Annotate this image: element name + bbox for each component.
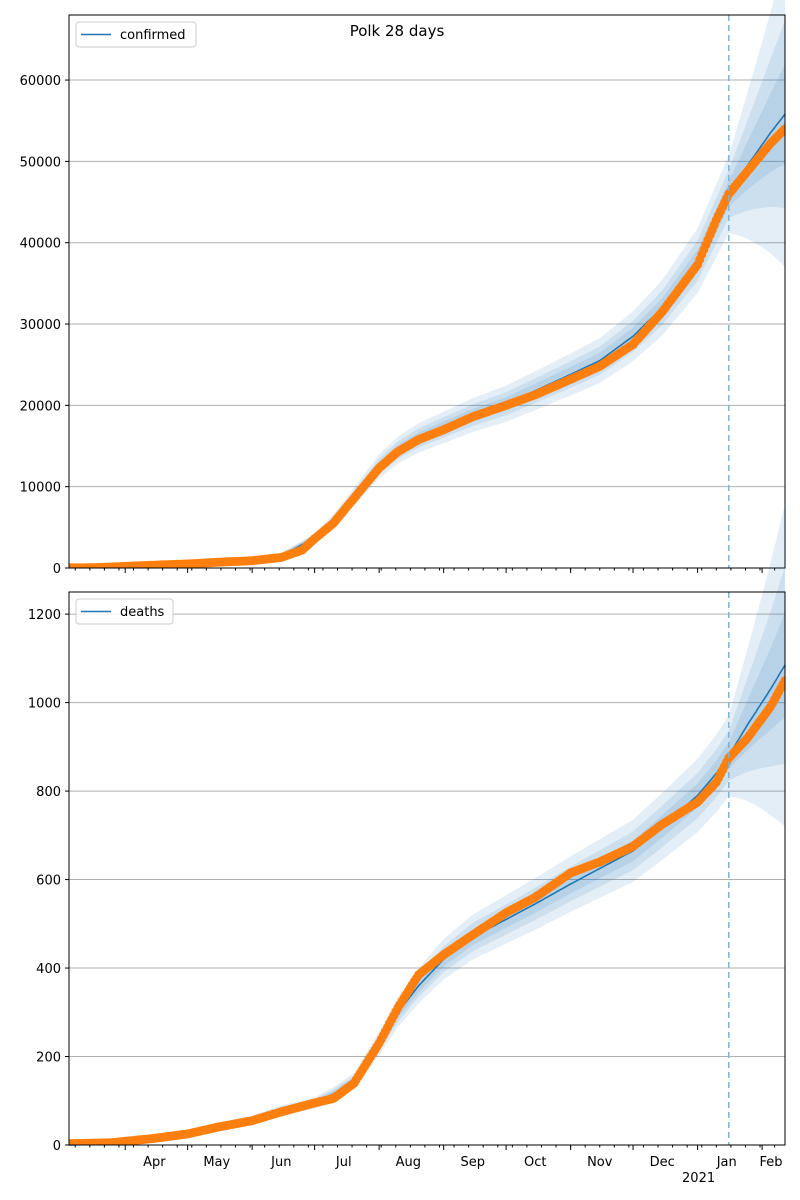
x-tick-label: Jun xyxy=(270,1155,291,1170)
figure-title: Polk 28 days xyxy=(350,22,445,40)
x-tick-label: Jul xyxy=(335,1155,352,1170)
observed-point xyxy=(780,124,785,134)
y-tick-label: 600 xyxy=(36,874,61,889)
y-tick-label: 400 xyxy=(36,962,61,977)
deaths-panel: 0 200 400 600 800 1000 1200 deaths xyxy=(28,503,786,1154)
y-tick-label: 1000 xyxy=(28,697,61,712)
legend-box xyxy=(75,598,174,625)
y-tick-label: 20000 xyxy=(20,399,61,414)
x-tick-label: May xyxy=(203,1155,230,1170)
legend-box xyxy=(75,21,197,48)
y-tick-label: 0 xyxy=(53,562,61,577)
x-tick-label: Dec xyxy=(650,1155,675,1170)
model-line-confirmed xyxy=(68,113,786,569)
legend-label: deaths xyxy=(120,605,165,620)
y-tick-label: 0 xyxy=(53,1139,61,1154)
y-tick-label: 800 xyxy=(36,785,61,800)
legend: deaths xyxy=(75,598,174,625)
x-tick-label: Jan xyxy=(716,1155,737,1170)
model-line-deaths xyxy=(68,664,786,1146)
x-tick-label: Feb xyxy=(759,1155,782,1170)
plot-frame xyxy=(68,591,786,1146)
x-year-label: 2021 xyxy=(682,1171,715,1186)
y-tick-label: 30000 xyxy=(20,318,61,333)
x-tick-label: Oct xyxy=(524,1155,546,1170)
x-tick-label: Nov xyxy=(587,1155,613,1170)
x-tick-label: Sep xyxy=(461,1155,486,1170)
observed-point xyxy=(780,676,785,685)
uncertainty-band xyxy=(69,566,785,1145)
x-tick-label: Aug xyxy=(396,1155,421,1170)
y-tick-label: 200 xyxy=(36,1051,61,1066)
uncertainty-band xyxy=(69,503,785,1146)
y-tick-label: 50000 xyxy=(20,155,61,170)
x-axis: Apr May Jun Jul Aug Sep Oct Nov Dec Jan Feb 2021 xyxy=(143,1155,782,1186)
y-tick-label: 60000 xyxy=(20,74,61,89)
uncertainty-band xyxy=(69,612,785,1145)
plot-frame xyxy=(68,14,786,569)
y-tick-label: 40000 xyxy=(20,237,61,252)
y-tick-label: 10000 xyxy=(20,481,61,496)
legend: confirmed xyxy=(75,21,197,48)
legend-label: confirmed xyxy=(120,28,186,43)
x-tick-label: Apr xyxy=(143,1155,166,1170)
observed-points xyxy=(69,124,785,568)
confirmed-panel: 0 10000 20000 30000 40000 50000 60000 confirmed xyxy=(20,0,786,577)
y-tick-label: 1200 xyxy=(28,608,61,623)
observed-points xyxy=(69,676,785,1145)
